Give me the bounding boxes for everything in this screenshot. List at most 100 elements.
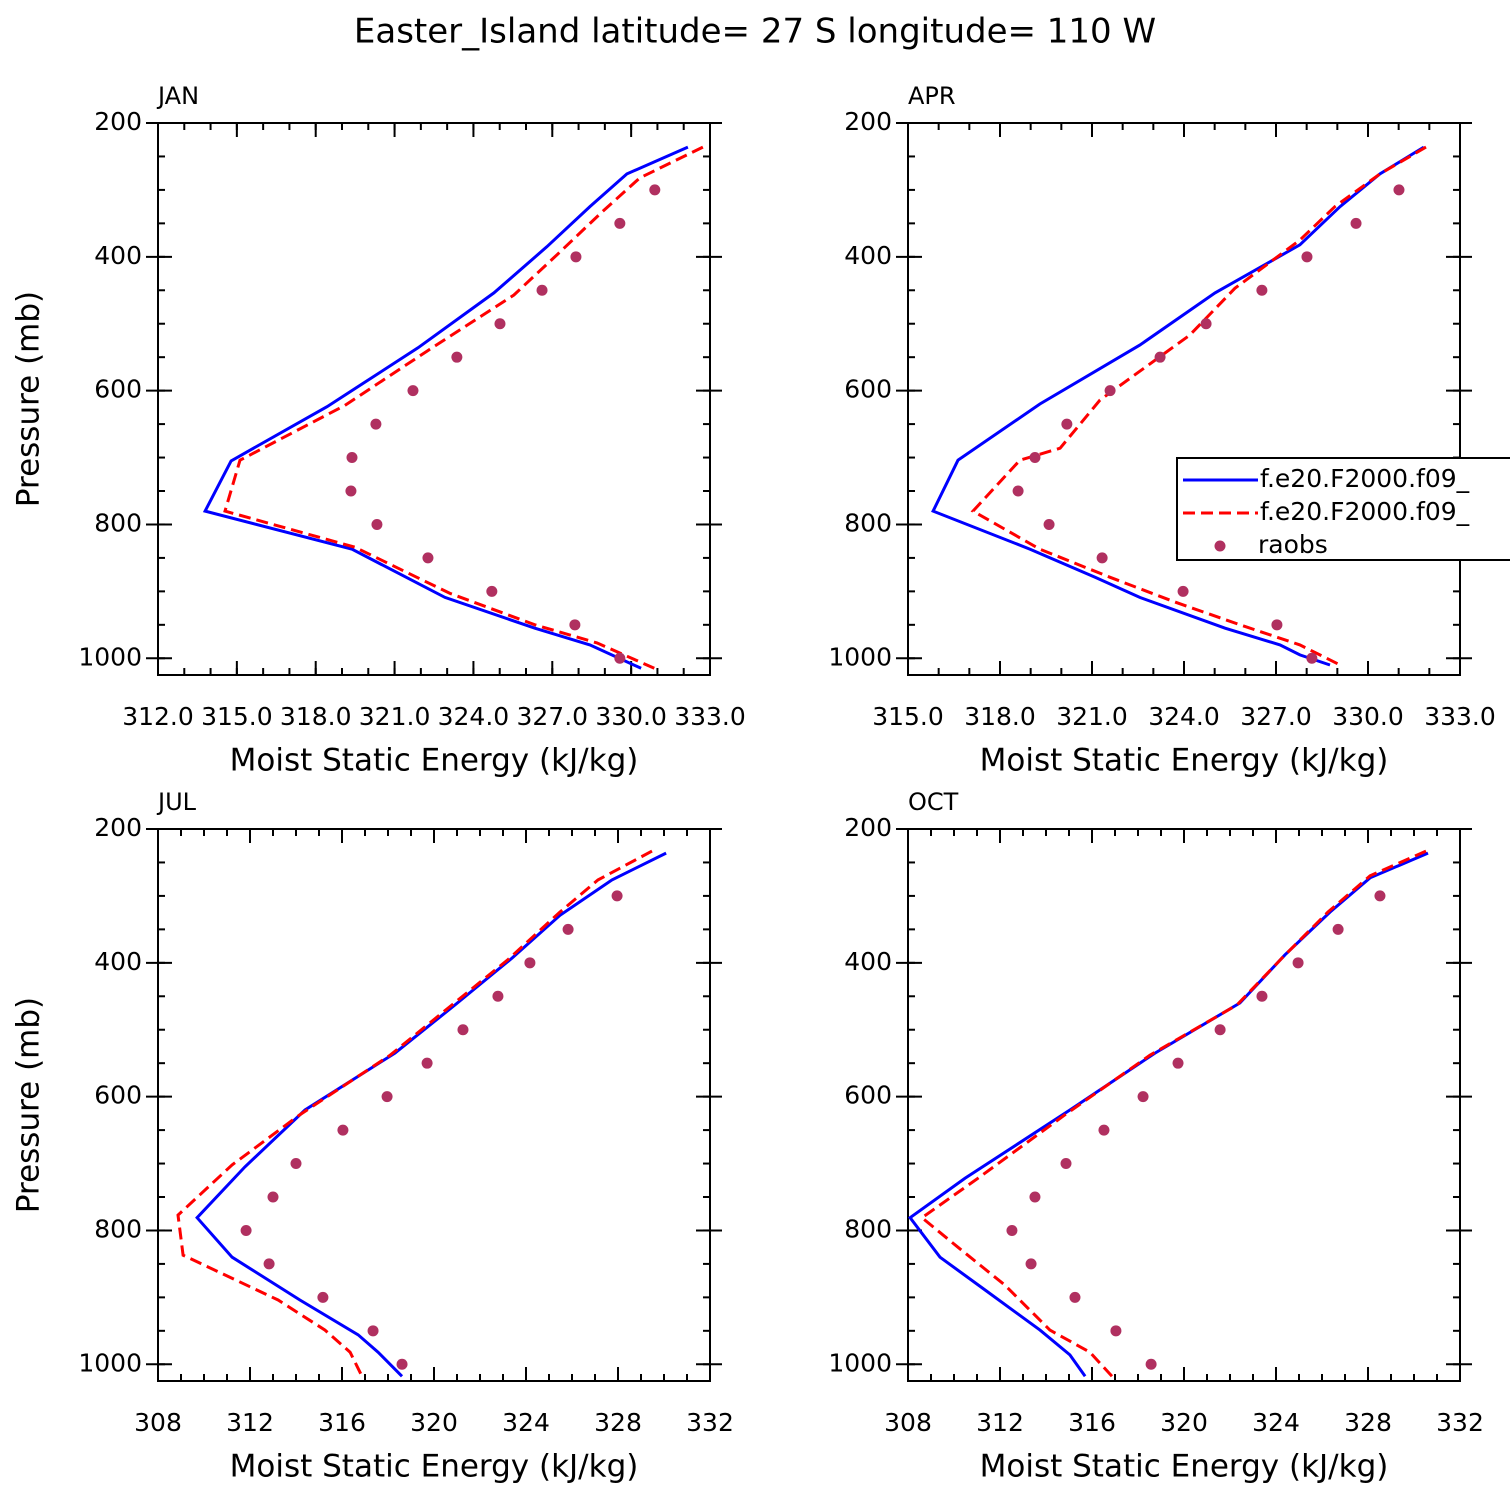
raob-point <box>1177 585 1189 597</box>
raob-point <box>263 1258 275 1270</box>
raob-point <box>492 990 504 1002</box>
plot-frame <box>907 828 1461 1382</box>
x-tick-label: 320 <box>410 1408 458 1437</box>
raob-point <box>407 385 419 397</box>
y-tick-label: 600 <box>844 375 892 404</box>
x-tick-label: 330.0 <box>1332 702 1404 731</box>
x-tick-label: 330.0 <box>595 702 667 731</box>
y-tick-label: 600 <box>94 1081 142 1110</box>
raob-point <box>317 1291 329 1303</box>
y-tick-label: 400 <box>94 241 142 270</box>
raob-point <box>1098 1124 1110 1136</box>
y-tick-label: 400 <box>94 947 142 976</box>
raob-point <box>1029 1191 1041 1203</box>
panel-title: OCT <box>908 788 959 816</box>
raob-point <box>1137 1091 1149 1103</box>
panel-title: JAN <box>156 82 199 110</box>
plot-frame <box>157 828 711 1382</box>
raob-point <box>290 1158 302 1170</box>
x-tick-label: 328 <box>1344 1408 1392 1437</box>
legend-marker <box>1214 540 1226 552</box>
raob-point <box>371 518 383 530</box>
raob-point <box>1374 890 1386 902</box>
raob-point <box>1060 1158 1072 1170</box>
legend-label: raobs <box>1258 530 1328 559</box>
raob-point <box>337 1124 349 1136</box>
y-tick-label: 200 <box>844 813 892 842</box>
x-tick-label: 333.0 <box>674 702 746 731</box>
raob-point <box>569 619 581 631</box>
raob-point <box>1200 318 1212 330</box>
legend-box <box>1176 457 1510 561</box>
y-tick-label: 400 <box>844 947 892 976</box>
y-tick-label: 1000 <box>828 1348 892 1377</box>
raob-point <box>1271 619 1283 631</box>
profile-line <box>907 851 1429 1378</box>
x-tick-label: 312 <box>226 1408 274 1437</box>
raob-point <box>1301 251 1313 263</box>
y-tick-label: 200 <box>94 813 142 842</box>
raob-point <box>267 1191 279 1203</box>
raob-point <box>1110 1325 1122 1337</box>
raob-point <box>451 351 463 363</box>
x-tick-label: 324.0 <box>1148 702 1220 731</box>
raob-point <box>614 217 626 229</box>
raob-point <box>494 318 506 330</box>
y-tick-label: 600 <box>94 375 142 404</box>
raob-point <box>1256 284 1268 296</box>
profile-line <box>919 849 1427 1378</box>
raob-point <box>524 957 536 969</box>
y-tick-label: 800 <box>94 508 142 537</box>
x-tick-label: 333.0 <box>1424 702 1496 731</box>
y-tick-label: 1000 <box>78 642 142 671</box>
raob-point <box>1096 552 1108 564</box>
x-tick-label: 312.0 <box>122 702 194 731</box>
raob-point <box>562 923 574 935</box>
x-tick-label: 318.0 <box>280 702 352 731</box>
x-tick-label: 316 <box>318 1408 366 1437</box>
profile-line <box>970 145 1427 667</box>
raob-point <box>1256 990 1268 1002</box>
x-axis-label: Moist Static Energy (kJ/kg) <box>980 743 1389 779</box>
panel: JAN 312.0 315.0 318.0 321.0 324.0 327.0 330.0 33… <box>11 82 746 779</box>
raob-point <box>1029 452 1041 464</box>
x-tick-label: 327.0 <box>516 702 588 731</box>
raob-point <box>1154 351 1166 363</box>
profile-line <box>176 849 653 1377</box>
raob-point <box>1393 184 1405 196</box>
raob-point <box>1292 957 1304 969</box>
panel: APR 315.0 318.0 321.0 324.0 327.0 330.0 333.0 20… <box>828 82 1510 779</box>
raob-point <box>422 552 434 564</box>
raob-point <box>1069 1291 1081 1303</box>
panel-title: JUL <box>156 788 197 816</box>
legend-label: f.e20.F2000.f09_ <box>1260 464 1470 493</box>
raob-point <box>457 1024 469 1036</box>
raob-point <box>1006 1224 1018 1236</box>
x-tick-label: 332 <box>686 1408 734 1437</box>
y-tick-label: 800 <box>94 1214 142 1243</box>
x-tick-label: 315.0 <box>872 702 944 731</box>
figure-title: Easter_Island latitude= 27 S longitude= … <box>354 12 1156 52</box>
x-tick-label: 315.0 <box>201 702 273 731</box>
panel: JUL 308 312 316 320 324 328 332 200 400 600 800 1000… <box>11 788 734 1485</box>
raob-point <box>1350 217 1362 229</box>
raob-point <box>381 1091 393 1103</box>
profile-line <box>202 145 689 670</box>
x-tick-label: 321.0 <box>359 702 431 731</box>
y-tick-label: 1000 <box>828 642 892 671</box>
y-tick-label: 1000 <box>78 1348 142 1377</box>
y-tick-label: 800 <box>844 1214 892 1243</box>
x-axis-label: Moist Static Energy (kJ/kg) <box>980 1449 1389 1485</box>
x-tick-label: 321.0 <box>1056 702 1128 731</box>
raob-point <box>1172 1057 1184 1069</box>
x-axis-label: Moist Static Energy (kJ/kg) <box>230 1449 639 1485</box>
x-tick-label: 320 <box>1160 1408 1208 1437</box>
raob-point <box>570 251 582 263</box>
raob-point <box>649 184 661 196</box>
raob-point <box>1214 1024 1226 1036</box>
panel-title: APR <box>908 82 956 110</box>
raob-point <box>346 452 358 464</box>
y-tick-label: 800 <box>844 508 892 537</box>
profile-line <box>931 145 1425 667</box>
